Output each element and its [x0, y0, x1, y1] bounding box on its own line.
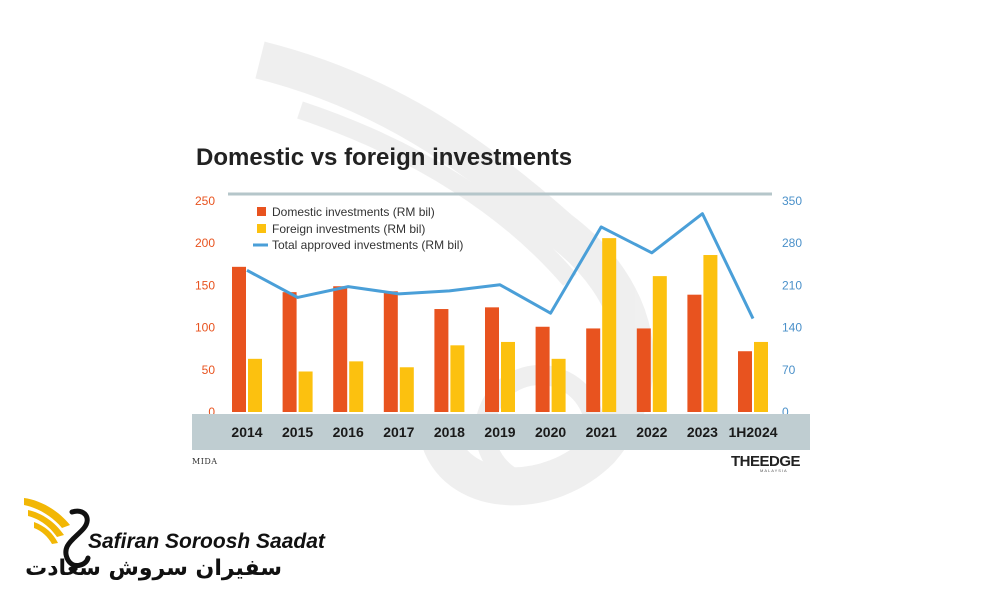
category-label: 2017	[383, 424, 414, 440]
bar-domestic	[586, 328, 601, 412]
right-tick-label: 210	[782, 278, 802, 292]
bar-foreign	[602, 238, 617, 412]
right-axis-ticks: 350 280 210 140 70 0	[782, 194, 802, 419]
category-labels: 2014 2015 2016 2017 2018 2019 2020 2021 2022 2023…	[231, 424, 777, 440]
legend-label-total: Total approved investments (RM bil)	[272, 238, 463, 252]
right-tick-label: 350	[782, 194, 802, 208]
wing-icon	[24, 498, 70, 528]
brand-name-en: Safiran Soroosh Saadat	[88, 530, 326, 553]
bar-domestic	[232, 266, 246, 412]
left-tick-label: 200	[195, 236, 215, 250]
left-tick-label: 50	[202, 363, 216, 377]
category-label: 2020	[535, 424, 566, 440]
bar-foreign	[248, 358, 262, 412]
bar-domestic	[333, 286, 348, 412]
brand-name-fa: سفیران سروش سعادت	[25, 556, 282, 581]
bar-domestic	[636, 328, 651, 412]
bar-domestic	[535, 326, 550, 412]
category-label: 2022	[636, 424, 667, 440]
legend-label-foreign: Foreign investments (RM bil)	[272, 222, 425, 236]
right-tick-label: 280	[782, 236, 802, 250]
publisher-sub: MALAYSIA	[760, 468, 788, 473]
left-tick-label: 150	[195, 278, 215, 292]
brand-logo: Safiran Soroosh Saadat سفیران سروش سعادت	[24, 498, 326, 581]
category-label: 2016	[333, 424, 364, 440]
swan-icon	[63, 508, 91, 568]
category-label: 2021	[586, 424, 617, 440]
bars-group	[232, 238, 768, 412]
bar-foreign	[349, 361, 364, 412]
bar-foreign	[703, 255, 718, 412]
bar-foreign	[501, 341, 515, 412]
right-tick-label: 70	[782, 363, 796, 377]
legend-label-domestic: Domestic investments (RM bil)	[272, 205, 435, 219]
right-tick-label: 0	[782, 405, 789, 419]
bar-foreign	[754, 341, 768, 412]
left-tick-label: 100	[195, 321, 215, 335]
category-label: 2015	[282, 424, 313, 440]
category-label: 2019	[484, 424, 515, 440]
publisher-logo: THEEDGE	[731, 453, 801, 470]
bar-foreign	[652, 276, 667, 412]
legend-swatch-foreign	[257, 224, 266, 233]
bar-domestic	[738, 351, 752, 412]
bar-domestic	[383, 291, 398, 412]
bar-domestic	[687, 294, 702, 412]
bar-foreign	[399, 367, 414, 412]
source-label: MIDA	[192, 457, 218, 466]
category-label: 1H2024	[728, 424, 777, 440]
category-label: 2018	[434, 424, 465, 440]
bar-domestic	[434, 309, 449, 412]
right-tick-label: 140	[782, 321, 802, 335]
left-axis-ticks: 250 200 150 100 50 0	[195, 194, 215, 419]
category-label: 2023	[687, 424, 718, 440]
total-investments-line	[246, 212, 755, 320]
legend-swatch-domestic	[257, 207, 266, 216]
chart-title: Domestic vs foreign investments	[196, 144, 572, 171]
bar-domestic	[282, 292, 297, 412]
bar-domestic	[485, 307, 499, 412]
bar-foreign	[551, 358, 566, 412]
category-label: 2014	[231, 424, 262, 440]
left-tick-label: 0	[208, 405, 215, 419]
bar-foreign	[450, 345, 465, 412]
bar-foreign	[298, 371, 313, 412]
legend: Domestic investments (RM bil) Foreign in…	[253, 205, 463, 252]
left-tick-label: 250	[195, 194, 215, 208]
x-axis-band	[192, 414, 810, 450]
